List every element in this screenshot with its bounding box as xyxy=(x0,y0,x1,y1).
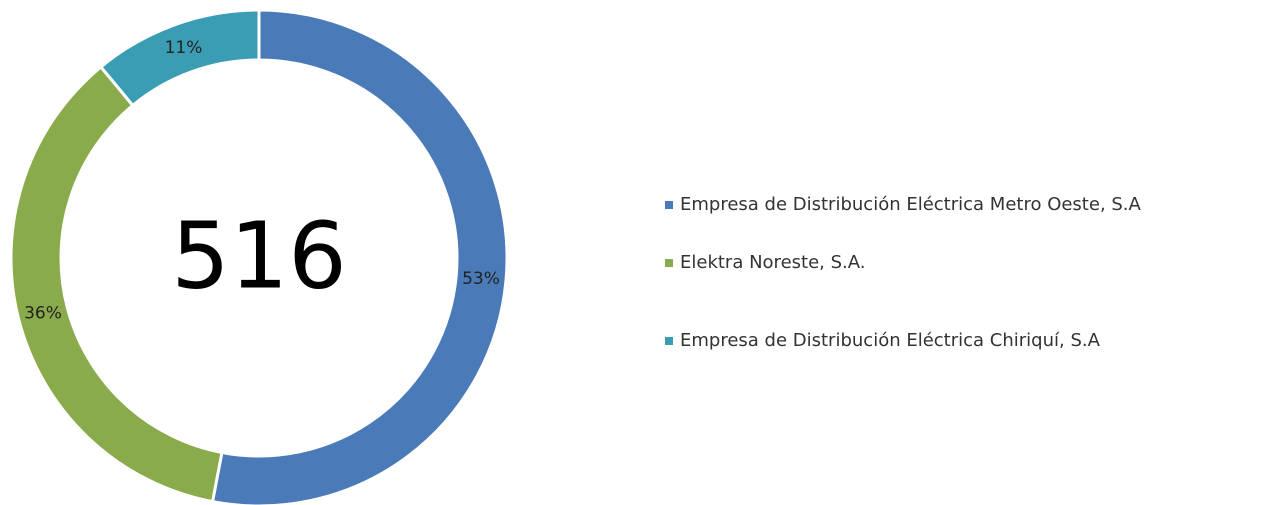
donut-slice xyxy=(98,8,261,108)
donut-slice xyxy=(210,8,509,505)
data-label: 53% xyxy=(462,269,500,289)
data-label: 11% xyxy=(165,38,203,58)
legend-swatch xyxy=(665,337,673,345)
legend-label: Empresa de Distribución Eléctrica Metro … xyxy=(680,194,1142,215)
data-label: 36% xyxy=(24,303,62,323)
legend-label: Empresa de Distribución Eléctrica Chiriq… xyxy=(680,330,1101,351)
legend-label: Elektra Noreste, S.A. xyxy=(680,252,865,273)
center-label: 516 xyxy=(171,202,347,309)
legend-swatch xyxy=(665,201,673,209)
legend-swatch xyxy=(665,259,673,267)
